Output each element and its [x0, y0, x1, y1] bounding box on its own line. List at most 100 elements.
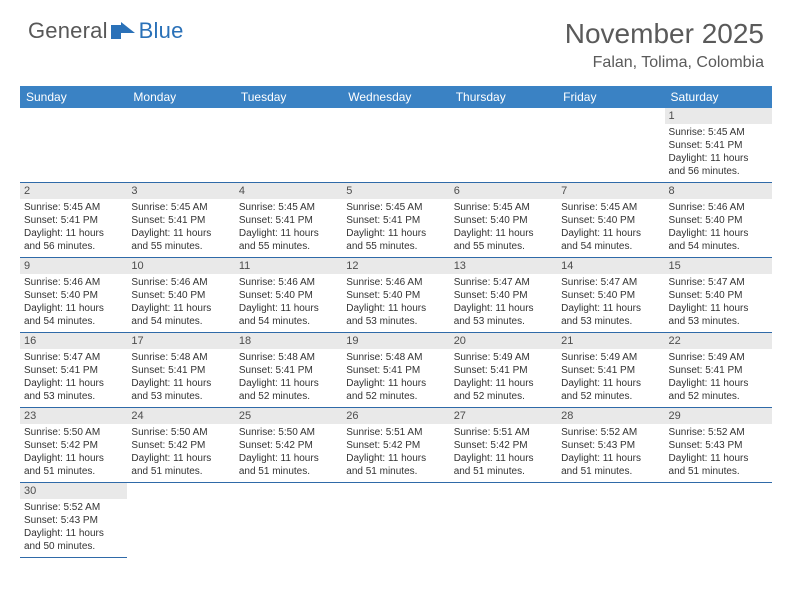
day-dl1: Daylight: 11 hours — [669, 152, 768, 165]
day-dl2: and 54 minutes. — [131, 315, 230, 328]
day-sunrise: Sunrise: 5:45 AM — [669, 126, 768, 139]
calendar-cell: 5Sunrise: 5:45 AMSunset: 5:41 PMDaylight… — [342, 183, 449, 258]
day-dl2: and 53 minutes. — [669, 315, 768, 328]
day-dl2: and 56 minutes. — [669, 165, 768, 178]
day-dl1: Daylight: 11 hours — [561, 377, 660, 390]
calendar-cell: 27Sunrise: 5:51 AMSunset: 5:42 PMDayligh… — [450, 408, 557, 483]
day-details: Sunrise: 5:46 AMSunset: 5:40 PMDaylight:… — [235, 274, 342, 332]
day-sunrise: Sunrise: 5:50 AM — [24, 426, 123, 439]
day-dl1: Daylight: 11 hours — [561, 302, 660, 315]
calendar-cell: 18Sunrise: 5:48 AMSunset: 5:41 PMDayligh… — [235, 333, 342, 408]
day-sunrise: Sunrise: 5:45 AM — [561, 201, 660, 214]
day-number: 17 — [127, 333, 234, 349]
day-sunrise: Sunrise: 5:46 AM — [346, 276, 445, 289]
calendar-cell: 24Sunrise: 5:50 AMSunset: 5:42 PMDayligh… — [127, 408, 234, 483]
day-number: 27 — [450, 408, 557, 424]
day-sunset: Sunset: 5:41 PM — [131, 364, 230, 377]
day-number: 10 — [127, 258, 234, 274]
weekday-header: Friday — [557, 86, 664, 108]
calendar-cell: 12Sunrise: 5:46 AMSunset: 5:40 PMDayligh… — [342, 258, 449, 333]
day-dl2: and 54 minutes. — [669, 240, 768, 253]
day-number: 15 — [665, 258, 772, 274]
logo-word-general: General — [28, 18, 108, 44]
day-details: Sunrise: 5:45 AMSunset: 5:41 PMDaylight:… — [665, 124, 772, 182]
day-sunrise: Sunrise: 5:45 AM — [131, 201, 230, 214]
weekday-header: Tuesday — [235, 86, 342, 108]
day-dl2: and 53 minutes. — [24, 390, 123, 403]
day-dl2: and 55 minutes. — [454, 240, 553, 253]
day-number: 5 — [342, 183, 449, 199]
day-number: 4 — [235, 183, 342, 199]
day-sunset: Sunset: 5:41 PM — [346, 214, 445, 227]
day-sunrise: Sunrise: 5:47 AM — [561, 276, 660, 289]
day-sunset: Sunset: 5:42 PM — [346, 439, 445, 452]
day-dl1: Daylight: 11 hours — [454, 227, 553, 240]
day-sunset: Sunset: 5:41 PM — [24, 364, 123, 377]
calendar-cell — [557, 108, 664, 183]
day-sunrise: Sunrise: 5:52 AM — [24, 501, 123, 514]
calendar-table: Sunday Monday Tuesday Wednesday Thursday… — [20, 86, 772, 558]
calendar-cell — [127, 483, 234, 558]
day-details: Sunrise: 5:47 AMSunset: 5:41 PMDaylight:… — [20, 349, 127, 407]
day-number: 16 — [20, 333, 127, 349]
calendar-cell — [342, 108, 449, 183]
day-dl1: Daylight: 11 hours — [454, 302, 553, 315]
calendar-cell: 22Sunrise: 5:49 AMSunset: 5:41 PMDayligh… — [665, 333, 772, 408]
day-sunset: Sunset: 5:43 PM — [561, 439, 660, 452]
day-sunset: Sunset: 5:40 PM — [454, 289, 553, 302]
day-sunset: Sunset: 5:43 PM — [24, 514, 123, 527]
flag-icon — [111, 22, 137, 40]
day-sunset: Sunset: 5:41 PM — [24, 214, 123, 227]
day-details: Sunrise: 5:51 AMSunset: 5:42 PMDaylight:… — [342, 424, 449, 482]
day-sunrise: Sunrise: 5:50 AM — [239, 426, 338, 439]
day-dl2: and 52 minutes. — [346, 390, 445, 403]
day-details: Sunrise: 5:45 AMSunset: 5:41 PMDaylight:… — [235, 199, 342, 257]
day-dl2: and 50 minutes. — [24, 540, 123, 553]
day-sunset: Sunset: 5:40 PM — [561, 214, 660, 227]
calendar-row: 2Sunrise: 5:45 AMSunset: 5:41 PMDaylight… — [20, 183, 772, 258]
day-number: 20 — [450, 333, 557, 349]
weekday-header: Monday — [127, 86, 234, 108]
day-sunrise: Sunrise: 5:46 AM — [669, 201, 768, 214]
day-dl2: and 55 minutes. — [131, 240, 230, 253]
day-dl1: Daylight: 11 hours — [669, 302, 768, 315]
day-number: 11 — [235, 258, 342, 274]
day-dl2: and 56 minutes. — [24, 240, 123, 253]
day-sunset: Sunset: 5:41 PM — [669, 139, 768, 152]
day-details: Sunrise: 5:45 AMSunset: 5:41 PMDaylight:… — [127, 199, 234, 257]
calendar-cell — [127, 108, 234, 183]
day-number: 6 — [450, 183, 557, 199]
day-number: 12 — [342, 258, 449, 274]
calendar-cell: 17Sunrise: 5:48 AMSunset: 5:41 PMDayligh… — [127, 333, 234, 408]
day-sunset: Sunset: 5:41 PM — [454, 364, 553, 377]
day-details: Sunrise: 5:45 AMSunset: 5:41 PMDaylight:… — [20, 199, 127, 257]
day-sunset: Sunset: 5:41 PM — [239, 214, 338, 227]
calendar-cell: 14Sunrise: 5:47 AMSunset: 5:40 PMDayligh… — [557, 258, 664, 333]
day-sunset: Sunset: 5:42 PM — [454, 439, 553, 452]
day-sunrise: Sunrise: 5:47 AM — [454, 276, 553, 289]
day-details: Sunrise: 5:52 AMSunset: 5:43 PMDaylight:… — [557, 424, 664, 482]
calendar-cell: 7Sunrise: 5:45 AMSunset: 5:40 PMDaylight… — [557, 183, 664, 258]
day-number: 18 — [235, 333, 342, 349]
day-number: 23 — [20, 408, 127, 424]
weekday-header-row: Sunday Monday Tuesday Wednesday Thursday… — [20, 86, 772, 108]
day-details: Sunrise: 5:52 AMSunset: 5:43 PMDaylight:… — [20, 499, 127, 557]
day-sunset: Sunset: 5:40 PM — [454, 214, 553, 227]
calendar-cell: 1Sunrise: 5:45 AMSunset: 5:41 PMDaylight… — [665, 108, 772, 183]
page-title: November 2025 — [565, 18, 764, 50]
calendar-cell: 3Sunrise: 5:45 AMSunset: 5:41 PMDaylight… — [127, 183, 234, 258]
calendar-cell — [235, 108, 342, 183]
day-details: Sunrise: 5:52 AMSunset: 5:43 PMDaylight:… — [665, 424, 772, 482]
day-dl1: Daylight: 11 hours — [24, 452, 123, 465]
day-number: 3 — [127, 183, 234, 199]
day-sunset: Sunset: 5:40 PM — [561, 289, 660, 302]
day-dl1: Daylight: 11 hours — [24, 527, 123, 540]
day-details: Sunrise: 5:48 AMSunset: 5:41 PMDaylight:… — [127, 349, 234, 407]
weekday-header: Sunday — [20, 86, 127, 108]
day-sunset: Sunset: 5:43 PM — [669, 439, 768, 452]
day-details: Sunrise: 5:50 AMSunset: 5:42 PMDaylight:… — [127, 424, 234, 482]
calendar-cell — [342, 483, 449, 558]
day-sunrise: Sunrise: 5:51 AM — [454, 426, 553, 439]
day-dl2: and 51 minutes. — [131, 465, 230, 478]
day-sunrise: Sunrise: 5:45 AM — [24, 201, 123, 214]
